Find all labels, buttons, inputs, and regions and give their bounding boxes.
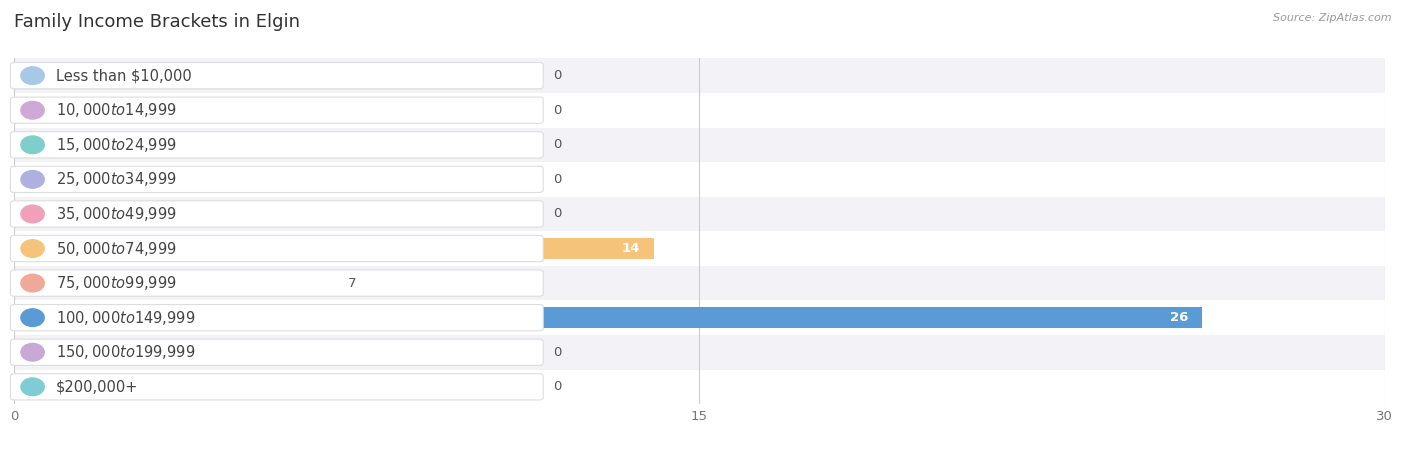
FancyBboxPatch shape <box>10 97 543 123</box>
Text: 0: 0 <box>554 207 561 220</box>
Bar <box>14 266 1385 300</box>
Bar <box>14 93 1385 128</box>
Text: $150,000 to $199,999: $150,000 to $199,999 <box>56 343 195 361</box>
Bar <box>14 231 1385 266</box>
Text: 26: 26 <box>1170 311 1188 324</box>
Circle shape <box>21 378 44 396</box>
Circle shape <box>21 171 44 188</box>
FancyBboxPatch shape <box>10 374 543 400</box>
Circle shape <box>21 309 44 326</box>
FancyBboxPatch shape <box>10 270 543 296</box>
Bar <box>14 335 1385 370</box>
FancyBboxPatch shape <box>10 166 543 193</box>
Circle shape <box>21 205 44 223</box>
FancyBboxPatch shape <box>10 339 543 365</box>
Bar <box>14 370 1385 404</box>
Text: 0: 0 <box>554 138 561 151</box>
Circle shape <box>21 343 44 361</box>
Text: 0: 0 <box>554 380 561 393</box>
FancyBboxPatch shape <box>10 201 543 227</box>
Bar <box>14 128 1385 162</box>
Text: $15,000 to $24,999: $15,000 to $24,999 <box>56 136 177 154</box>
Text: 0: 0 <box>554 173 561 186</box>
Text: $10,000 to $14,999: $10,000 to $14,999 <box>56 101 177 119</box>
Circle shape <box>21 101 44 119</box>
Bar <box>14 58 1385 93</box>
Text: 7: 7 <box>347 277 356 290</box>
FancyBboxPatch shape <box>10 62 543 89</box>
Text: $200,000+: $200,000+ <box>56 379 138 394</box>
Text: $75,000 to $99,999: $75,000 to $99,999 <box>56 274 177 292</box>
Text: Less than $10,000: Less than $10,000 <box>56 68 191 83</box>
Text: $35,000 to $49,999: $35,000 to $49,999 <box>56 205 177 223</box>
Bar <box>14 197 1385 231</box>
Bar <box>14 162 1385 197</box>
Bar <box>14 238 654 259</box>
Text: Source: ZipAtlas.com: Source: ZipAtlas.com <box>1274 13 1392 23</box>
Text: 14: 14 <box>621 242 640 255</box>
Text: $100,000 to $149,999: $100,000 to $149,999 <box>56 308 195 327</box>
Circle shape <box>21 240 44 257</box>
Text: $50,000 to $74,999: $50,000 to $74,999 <box>56 239 177 258</box>
Circle shape <box>21 136 44 154</box>
Circle shape <box>21 67 44 84</box>
Text: Family Income Brackets in Elgin: Family Income Brackets in Elgin <box>14 13 299 31</box>
Bar <box>14 300 1385 335</box>
FancyBboxPatch shape <box>10 132 543 158</box>
FancyBboxPatch shape <box>10 235 543 262</box>
Bar <box>14 273 335 294</box>
Text: 0: 0 <box>554 346 561 359</box>
FancyBboxPatch shape <box>10 304 543 331</box>
Text: 0: 0 <box>554 69 561 82</box>
Bar <box>14 307 1202 328</box>
Text: $25,000 to $34,999: $25,000 to $34,999 <box>56 170 177 189</box>
Circle shape <box>21 274 44 292</box>
Text: 0: 0 <box>554 104 561 117</box>
